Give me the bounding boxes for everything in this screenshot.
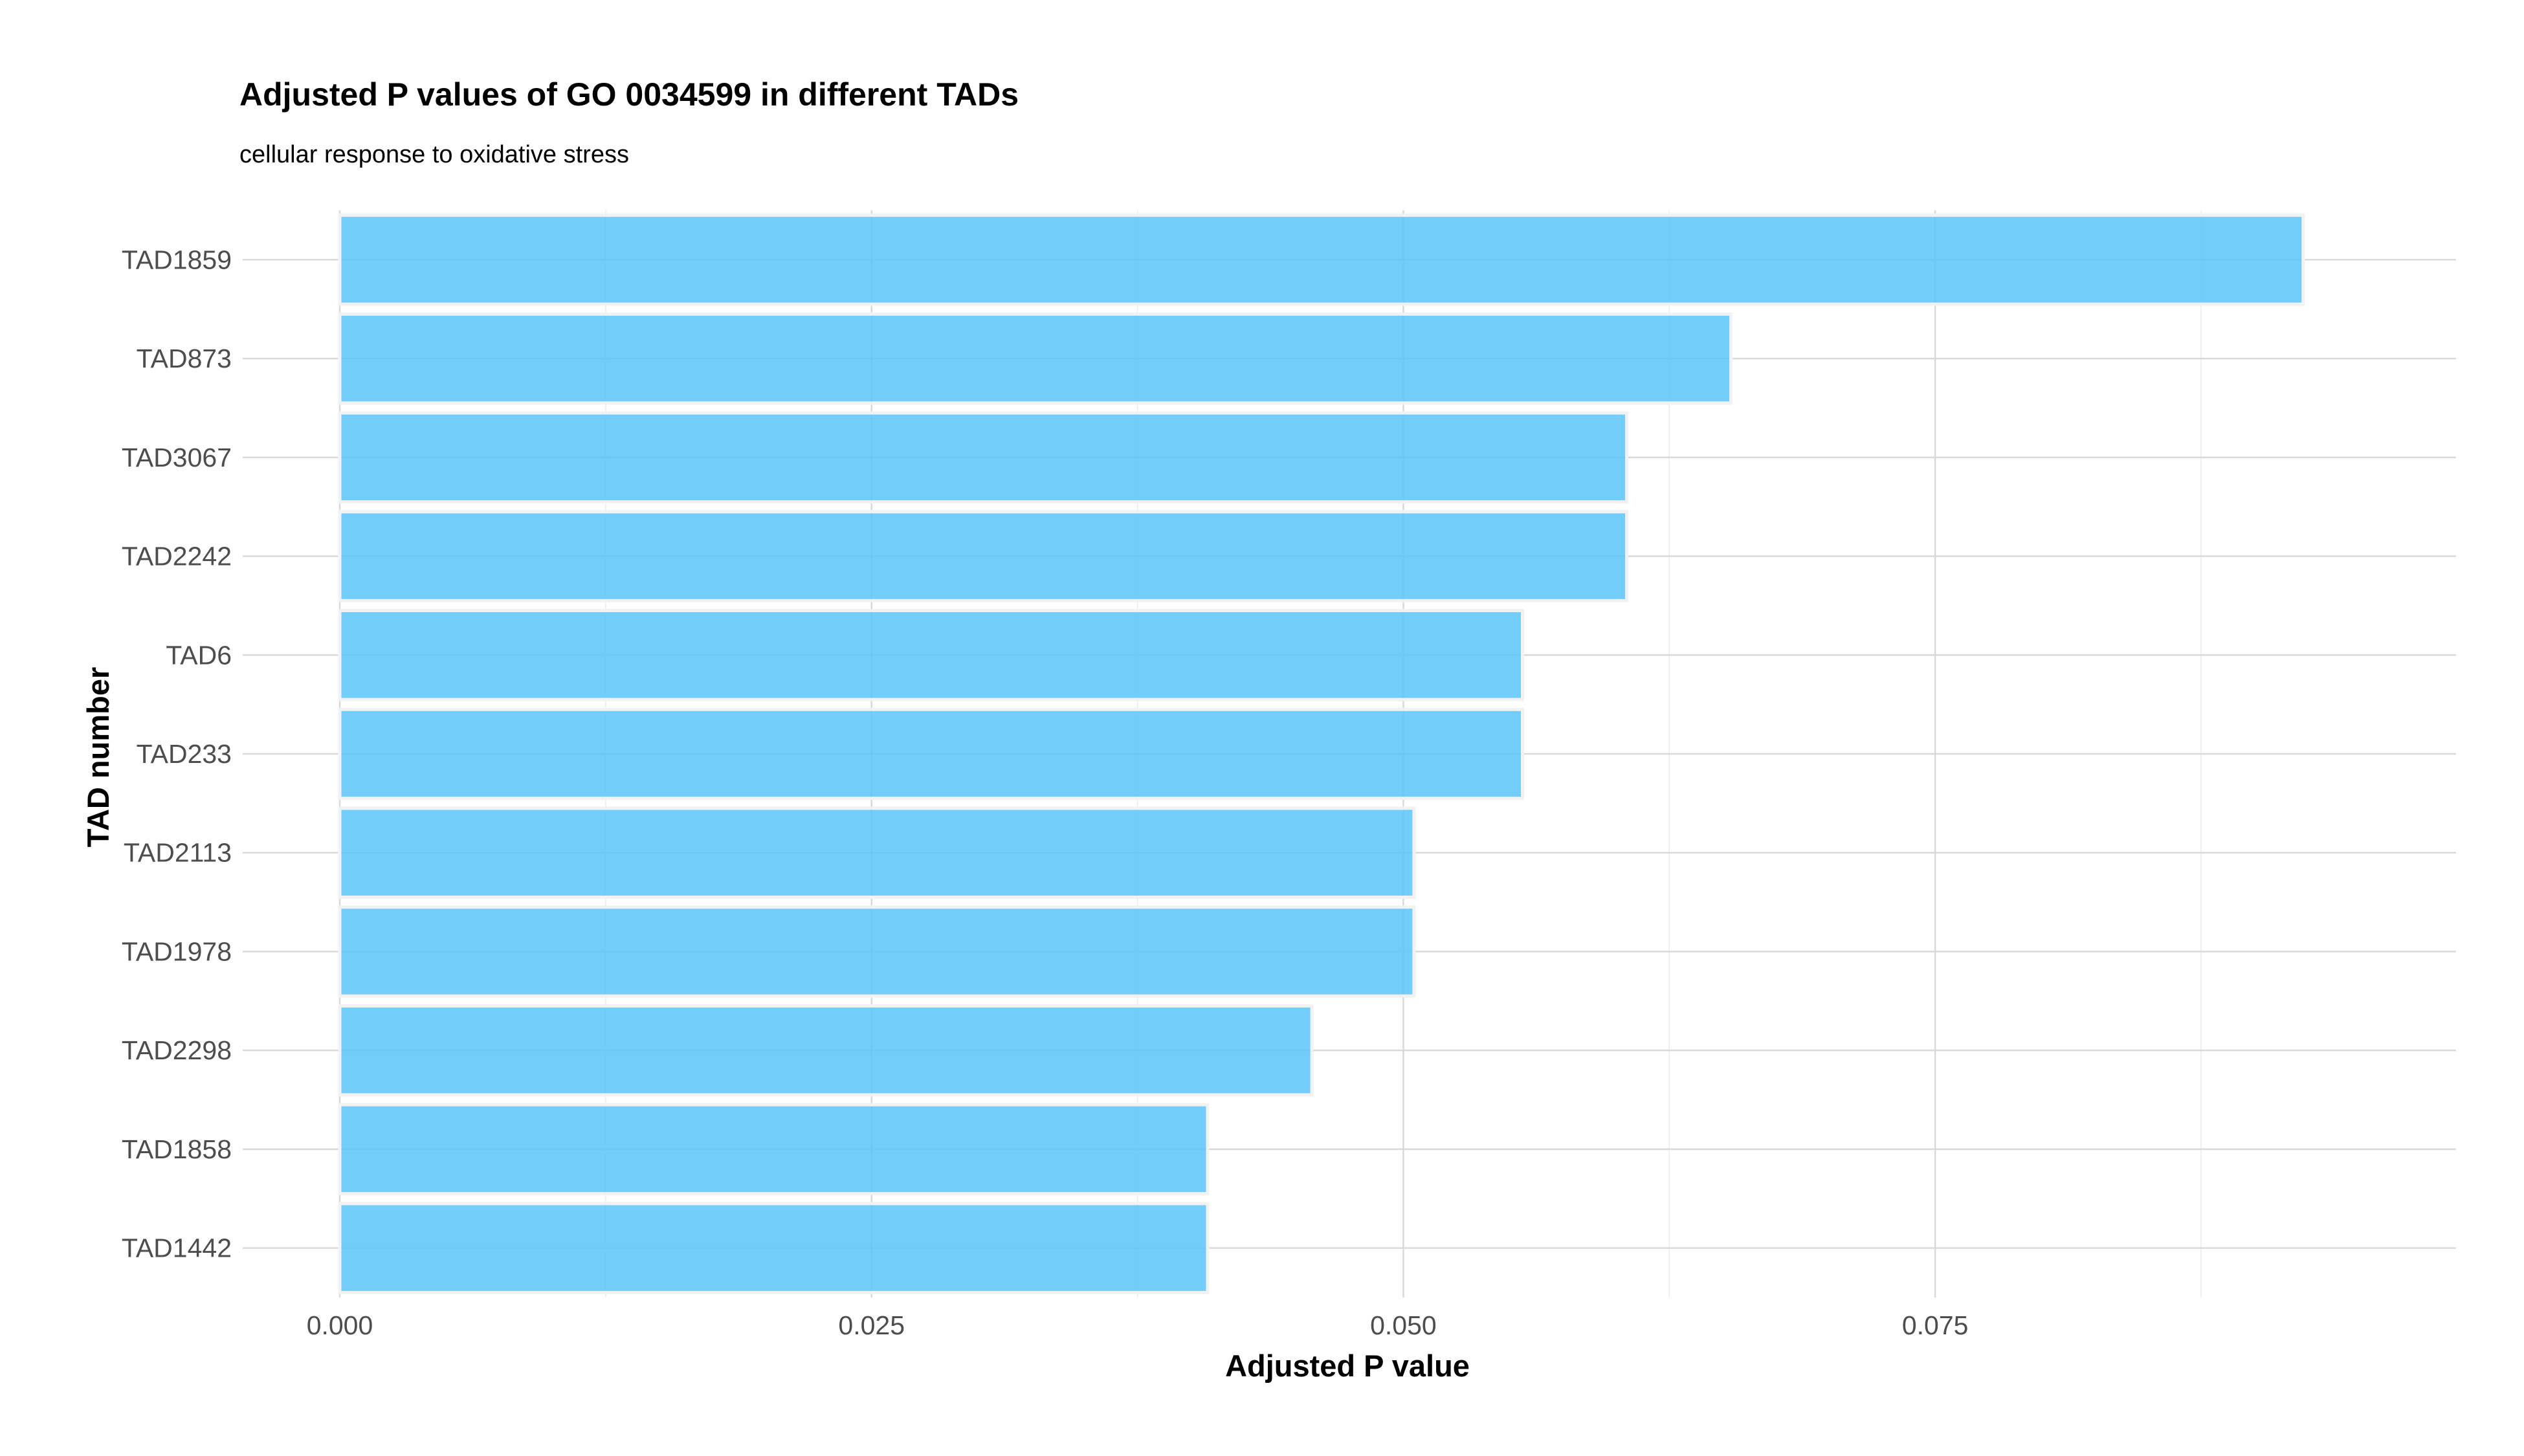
bar-tad873 [338,312,1733,405]
chart-subtitle: cellular response to oxidative stress [239,141,629,168]
bar-tad233 [338,707,1524,800]
y-tick-label: TAD2242 [122,542,232,571]
y-tick-label: TAD2298 [122,1035,232,1065]
y-tick-label: TAD6 [166,640,232,670]
y-tick-label: TAD1858 [122,1134,232,1164]
bars [338,214,2305,1294]
bar-tad1858 [338,1103,1210,1196]
bar-tad1442 [338,1202,1210,1294]
bar-tad2242 [338,510,1629,602]
x-axis-title: Adjusted P value [1225,1349,1470,1383]
chart-title: Adjusted P values of GO 0034599 in diffe… [239,76,1019,113]
bar-tad1859 [338,214,2305,306]
y-tick-label: TAD873 [137,344,232,373]
y-tick-label: TAD2113 [124,838,232,868]
x-tick-label: 0.075 [1902,1310,1969,1340]
x-tick-label: 0.025 [838,1310,905,1340]
tick-labels: TAD1859 TAD873 TAD3067 TAD2242 TAD6 TAD233 TAD… [122,245,1969,1340]
y-tick-label: TAD1442 [122,1233,232,1263]
y-tick-label: TAD1859 [122,245,232,274]
bar-tad3067 [338,411,1629,504]
bar-tad1978 [338,905,1416,998]
bar-tad2113 [338,806,1416,899]
x-tick-label: 0.050 [1370,1310,1437,1340]
y-tick-label: TAD233 [137,739,232,769]
y-axis-title: TAD number [81,667,115,848]
bar-tad6 [338,609,1524,701]
y-tick-label: TAD1978 [122,936,232,966]
bar-tad2298 [338,1004,1314,1097]
y-tick-label: TAD3067 [122,443,232,472]
x-tick-label: 0.000 [307,1310,373,1340]
